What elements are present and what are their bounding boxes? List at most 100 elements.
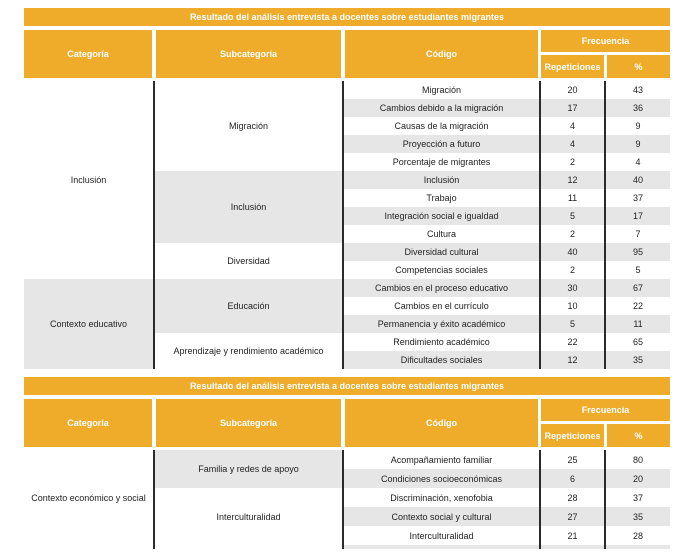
codigo-cell: Cambios debido a la migración <box>344 99 539 117</box>
codigo-cell: Cambios en el proceso educativo <box>344 279 539 297</box>
porcentaje-cell: 35 <box>606 351 670 369</box>
column-subcategoria: Migración Inclusión Diversidad Educación Apr… <box>155 81 342 369</box>
porcentaje-cell: 9 <box>606 135 670 153</box>
codigo-cell: Condiciones socioeconómicas <box>344 469 539 488</box>
header-categoria: Categoría <box>24 30 152 78</box>
porcentaje-cell: 17 <box>606 207 670 225</box>
porcentaje-cell: 7 <box>635 229 641 239</box>
repeticiones-cell: 2 <box>569 229 575 239</box>
header-frecuencia-split: Repeticiones % <box>541 55 670 78</box>
codigo-cell: Cambios en el currículo <box>394 301 489 311</box>
porcentaje-cell: 80 <box>632 454 643 465</box>
column-codigo: Acompañamiento familiar Condiciones socio… <box>344 450 539 549</box>
header-codigo: Código <box>345 399 538 447</box>
porcentaje-cell: 20 <box>606 469 670 488</box>
table-header-row: Categoría Subcategoría Código Frecuencia… <box>24 30 670 78</box>
codigo-cell: Diversidad cultural <box>344 243 539 261</box>
porcentaje-cell: 67 <box>606 279 670 297</box>
header-subcategoria: Subcategoría <box>156 30 341 78</box>
header-repeticiones: Repeticiones <box>541 424 604 447</box>
column-divider <box>153 81 155 369</box>
porcentaje-cell: 5 <box>635 265 641 275</box>
column-subcategoria: Familia y redes de apoyo Interculturalida… <box>155 450 342 549</box>
table-title: Resultado del análisis entrevista a doce… <box>24 8 670 26</box>
results-table-1: Resultado del análisis entrevista a doce… <box>24 8 670 369</box>
column-porcentaje: 80 20 37 35 28 <box>606 450 670 549</box>
header-subcategoria: Subcategoría <box>156 399 341 447</box>
repeticiones-cell: 12 <box>541 351 604 369</box>
codigo-cell: Migración <box>421 85 461 95</box>
column-divider <box>539 450 541 549</box>
column-divider <box>153 450 155 549</box>
header-codigo: Código <box>345 30 538 78</box>
codigo-cell: Interculturalidad <box>409 530 474 541</box>
repeticiones-cell: 17 <box>541 99 604 117</box>
repeticiones-cell: 6 <box>541 469 604 488</box>
porcentaje-cell: 11 <box>606 315 670 333</box>
codigo-cell: Cultura <box>426 229 456 239</box>
codigo-cell: Acompañamiento familiar <box>390 454 493 465</box>
column-categoria: Inclusión Contexto educativo <box>24 81 153 369</box>
table-body: Contexto económico y social Familia y red… <box>24 450 670 549</box>
table-header-row: Categoría Subcategoría Código Frecuencia… <box>24 399 670 447</box>
column-repeticiones: 20 17 4 4 2 12 11 5 2 40 2 30 10 5 22 12 <box>541 81 604 369</box>
codigo-cell: Contexto social y cultural <box>344 507 539 526</box>
porcentaje-cell: 35 <box>606 507 670 526</box>
porcentaje-cell: 9 <box>635 121 641 131</box>
repeticiones-cell: 22 <box>567 337 578 347</box>
repeticiones-cell: 21 <box>567 530 578 541</box>
column-categoria: Contexto económico y social <box>24 450 153 549</box>
subcategory-cell: Diversidad <box>227 256 270 266</box>
codigo-cell: Integración social e igualdad <box>344 207 539 225</box>
repeticiones-cell: 27 <box>541 507 604 526</box>
category-cell: Contexto económico y social <box>31 492 146 503</box>
porcentaje-cell: 28 <box>632 530 643 541</box>
subcategory-cell: Interculturalidad <box>216 511 281 522</box>
column-divider <box>604 450 606 549</box>
repeticiones-cell: 2 <box>569 157 575 167</box>
column-divider <box>342 450 344 549</box>
porcentaje-cell: 37 <box>632 492 643 503</box>
category-cell: Inclusión <box>70 175 107 185</box>
codigo-cell: Dificultades sociales <box>344 351 539 369</box>
codigo-cell: Discriminación, xenofobia <box>390 492 493 503</box>
codigo-cell: Permanencia y éxito académico <box>344 315 539 333</box>
header-frecuencia-group: Frecuencia Repeticiones % <box>541 399 670 447</box>
header-repeticiones: Repeticiones <box>541 55 604 78</box>
codigo-cell: Proyección a futuro <box>344 135 539 153</box>
porcentaje-cell: 65 <box>632 337 643 347</box>
repeticiones-cell: 12 <box>541 171 604 189</box>
subcategory-cell: Familia y redes de apoyo <box>155 450 342 488</box>
repeticiones-cell: 5 <box>541 207 604 225</box>
header-frecuencia-split: Repeticiones % <box>541 424 670 447</box>
header-frecuencia: Frecuencia <box>541 399 670 421</box>
porcentaje-cell: 40 <box>606 171 670 189</box>
codigo-cell: Competencias sociales <box>395 265 488 275</box>
category-cell: Contexto educativo <box>24 279 153 369</box>
header-frecuencia-group: Frecuencia Repeticiones % <box>541 30 670 78</box>
repeticiones-cell: 10 <box>567 301 578 311</box>
subcategory-cell: Inclusión <box>155 171 342 243</box>
header-categoria: Categoría <box>24 399 152 447</box>
repeticiones-cell: 4 <box>541 135 604 153</box>
codigo-cell: Trabajo <box>426 193 457 203</box>
column-divider <box>604 81 606 369</box>
porcentaje-cell: 95 <box>606 243 670 261</box>
table-title: Resultado del análisis entrevista a doce… <box>24 377 670 395</box>
header-porcentaje: % <box>607 55 670 78</box>
repeticiones-cell: 20 <box>567 85 578 95</box>
porcentaje-cell: 37 <box>632 193 643 203</box>
repeticiones-cell: 40 <box>541 243 604 261</box>
column-repeticiones: 25 6 28 27 21 <box>541 450 604 549</box>
column-divider <box>539 81 541 369</box>
table-body: Inclusión Contexto educativo Migración Incl… <box>24 81 670 369</box>
porcentaje-cell: 22 <box>632 301 643 311</box>
repeticiones-cell: 5 <box>541 315 604 333</box>
header-frecuencia: Frecuencia <box>541 30 670 52</box>
porcentaje-cell: 43 <box>632 85 643 95</box>
cutoff-row-sliver <box>541 545 604 549</box>
repeticiones-cell: 2 <box>569 265 575 275</box>
cutoff-row-sliver <box>606 545 670 549</box>
header-porcentaje: % <box>607 424 670 447</box>
